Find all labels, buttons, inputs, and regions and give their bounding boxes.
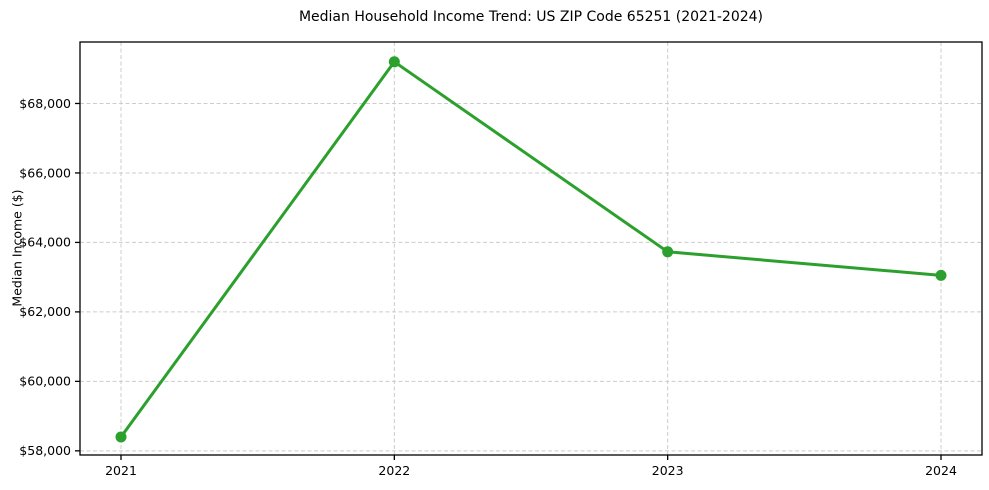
y-tick-label: $62,000 (19, 304, 71, 319)
data-point-marker (388, 56, 400, 68)
data-point-marker (935, 269, 947, 281)
x-tick-label: 2024 (925, 463, 957, 478)
y-tick-label: $60,000 (19, 374, 71, 389)
y-tick-label: $68,000 (19, 96, 71, 111)
y-tick-label: $66,000 (19, 165, 71, 180)
plot-border (79, 41, 983, 456)
x-tick-label: 2021 (105, 463, 137, 478)
chart-title: Median Household Income Trend: US ZIP Co… (298, 9, 764, 25)
data-point-marker (662, 246, 674, 258)
x-tick-label: 2022 (378, 463, 410, 478)
x-tick-label: 2023 (652, 463, 684, 478)
data-point-marker (115, 431, 127, 443)
trend-line (119, 60, 943, 439)
y-tick-label: $58,000 (19, 443, 71, 458)
y-tick-label: $64,000 (19, 235, 71, 250)
